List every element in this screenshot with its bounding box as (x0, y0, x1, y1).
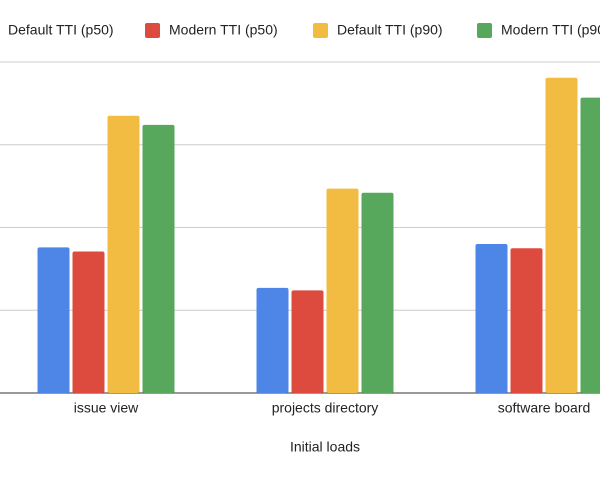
legend-label: Default TTI (p50) (8, 22, 114, 38)
x-axis-title: Initial loads (290, 439, 360, 455)
bar (107, 115, 140, 393)
bar (545, 77, 578, 393)
legend-marker (313, 23, 328, 38)
x-tick-label: projects directory (272, 400, 379, 416)
bar (510, 248, 543, 393)
x-tick-label: software board (498, 400, 591, 416)
bar (361, 192, 394, 393)
bar (142, 124, 175, 393)
bar (37, 247, 70, 393)
bar (291, 290, 324, 393)
x-tick-label: issue view (74, 400, 139, 416)
bar (256, 287, 289, 393)
bar (475, 244, 508, 393)
legend-marker (145, 23, 160, 38)
legend-label: Default TTI (p90) (337, 22, 443, 38)
bar (326, 188, 359, 393)
bar (580, 97, 600, 393)
legend-marker (477, 23, 492, 38)
legend-label: Modern TTI (p50) (169, 22, 278, 38)
legend-label: Modern TTI (p90) (501, 22, 600, 38)
bar (72, 251, 105, 393)
